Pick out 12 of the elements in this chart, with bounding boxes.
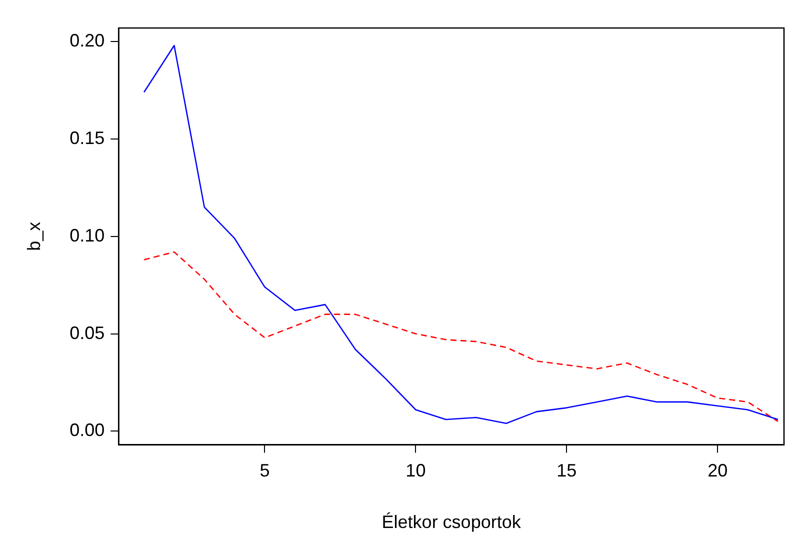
y-tick-label: 0.05 (70, 322, 105, 343)
y-tick-label: 0.20 (70, 30, 105, 51)
y-tick-label: 0.15 (70, 128, 105, 148)
x-tick-label: 15 (556, 460, 577, 481)
line-series (143, 251, 779, 422)
x-tick-label: 10 (406, 460, 426, 481)
x-axis-title: Életkor csoportok (382, 512, 522, 532)
x-tick-label: 5 (260, 460, 270, 481)
y-tick-label: 0.00 (70, 420, 105, 440)
y-tick-label: 0.10 (70, 225, 105, 246)
x-tick-label: 20 (708, 460, 728, 481)
y-axis-title: b_x (24, 222, 44, 251)
